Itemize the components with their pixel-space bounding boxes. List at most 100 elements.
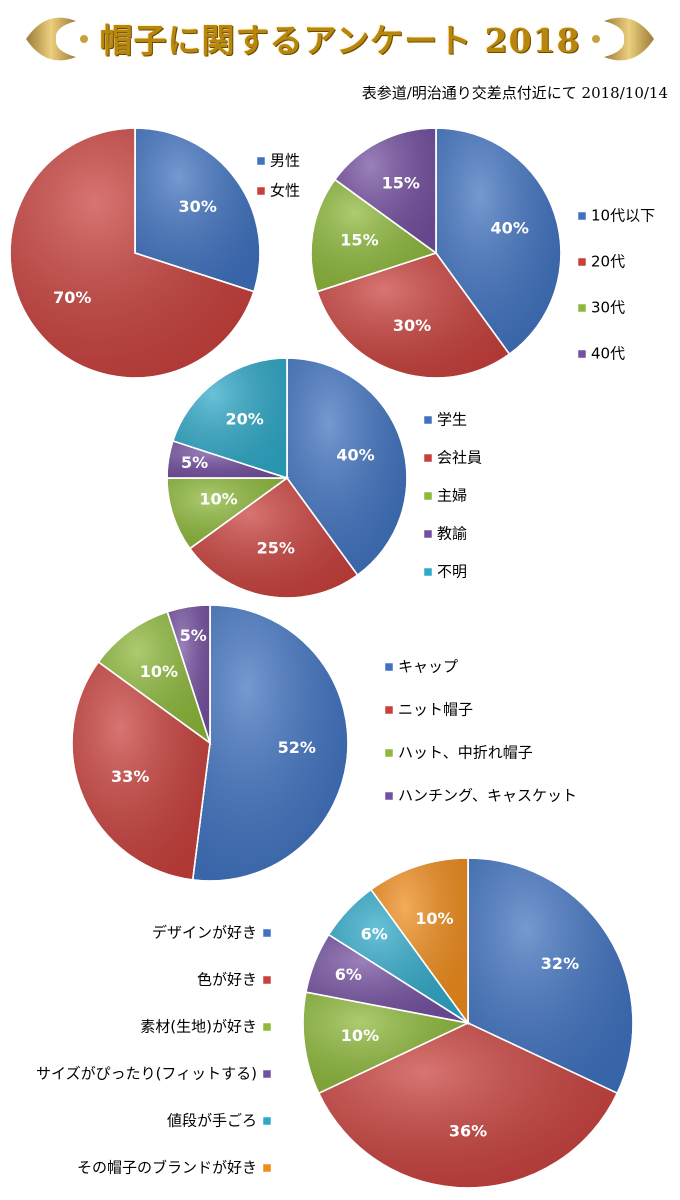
legend-label: サイズがぴったり(フィットする) <box>36 1065 257 1083</box>
pie-value-label: 30% <box>393 316 431 335</box>
banner-ornament <box>26 11 654 67</box>
pie-slice-shading <box>171 357 288 480</box>
legend-swatch <box>262 975 272 985</box>
legend-item: ハット、中折れ帽子 <box>384 744 533 762</box>
legend-item: デザインが好き <box>152 924 272 942</box>
legend-swatch <box>262 1163 272 1173</box>
legend-label: 主婦 <box>437 487 467 505</box>
legend-swatch <box>262 1022 272 1032</box>
pie-slice-shading <box>467 857 634 1095</box>
pie-slice-shading <box>317 1022 619 1189</box>
legend-swatch <box>577 211 587 221</box>
legend-item: 主婦 <box>423 487 467 505</box>
hat-type-pie-chart: 52% 33% 10%5% キャップニット帽子ハット、中折れ帽子ハンチング、キャスケッ… <box>71 604 577 882</box>
legend-item: 20代 <box>577 253 625 271</box>
legend-swatch <box>256 186 266 196</box>
legend-item: 女性 <box>256 182 300 200</box>
legend-label: 女性 <box>270 182 300 200</box>
legend-label: 会社員 <box>437 449 482 467</box>
legend-item: 教諭 <box>423 525 467 543</box>
pie-slice-shading <box>134 127 261 293</box>
legend-item: 学生 <box>423 411 467 429</box>
pie-slice-shading <box>97 610 212 745</box>
legend-item: その帽子のブランドが好き <box>77 1159 272 1177</box>
pie-value-label: 70% <box>53 288 91 307</box>
pie-value-label: 40% <box>491 219 529 238</box>
pie-value-label: 36% <box>449 1121 487 1140</box>
pie-value-label: 15% <box>340 230 378 249</box>
pie-slice-shading <box>166 477 290 550</box>
pie-value-label: 15% <box>382 173 420 192</box>
legend-label: 20代 <box>591 253 625 271</box>
legend-swatch <box>262 1116 272 1126</box>
pie-slice-shading <box>369 857 469 1026</box>
legend-swatch <box>262 1069 272 1079</box>
page-title: 帽子に関するアンケート 2018 <box>99 21 581 60</box>
pie-slice-shading <box>316 252 511 379</box>
legend-label: 40代 <box>591 345 625 363</box>
pie-slice-shading <box>333 127 437 255</box>
pie-slice-shading <box>286 357 408 577</box>
legend-swatch <box>256 156 266 166</box>
legend-label: その帽子のブランドが好き <box>77 1159 257 1177</box>
legend-item: 会社員 <box>423 449 482 467</box>
legend-item: 男性 <box>256 152 300 170</box>
legend-label: 不明 <box>437 563 467 581</box>
legend-item: キャップ <box>384 658 458 676</box>
pie-slice-shading <box>310 178 438 293</box>
pie-value-label: 10% <box>341 1026 379 1045</box>
legend-item: 不明 <box>423 563 467 581</box>
pie-value-label: 40% <box>336 445 374 464</box>
legend-item: ハンチング、キャスケット <box>384 787 577 805</box>
legend-label: 10代以下 <box>591 207 655 225</box>
legend-swatch <box>423 415 433 425</box>
legend-item: サイズがぴったり(フィットする) <box>36 1065 272 1083</box>
legend-label: 男性 <box>270 152 300 170</box>
legend-label: ハンチング、キャスケット <box>398 787 577 805</box>
legend-swatch <box>423 529 433 539</box>
legend-swatch <box>384 662 394 672</box>
legend-item: 30代 <box>577 299 625 317</box>
pie-value-label: 32% <box>541 954 579 973</box>
legend-item: ニット帽子 <box>384 701 473 719</box>
pie-value-label: 10% <box>415 909 453 928</box>
pie-slice-shading <box>302 991 471 1095</box>
pie-value-label: 52% <box>278 738 316 757</box>
legend-item: 40代 <box>577 345 625 363</box>
legend-label: ニット帽子 <box>398 701 473 719</box>
age-pie-chart: 40% 30% 15% 15% 10代以下 20代 30代 40代 <box>310 127 655 379</box>
pie-value-label: 30% <box>179 197 217 216</box>
legend-swatch <box>262 928 272 938</box>
pie-value-label: 6% <box>361 924 388 943</box>
legend-label: 色が好き <box>197 971 257 989</box>
survey-location-date: 表参道/明治通り交差点付近にて 2018/10/14 <box>361 84 668 102</box>
legend-swatch <box>384 705 394 715</box>
reason-pie-chart: 32% 36% 10% 6% 6% 10% デザインが好き色が好き素材(生地)が好きサイズが… <box>36 857 634 1189</box>
pie-value-label: 33% <box>111 767 149 786</box>
pie-slice-shading <box>188 476 359 599</box>
legend-item: 素材(生地)が好き <box>140 1018 272 1036</box>
title-banner <box>18 4 662 74</box>
pie-value-label: 6% <box>335 965 362 984</box>
legend-label: デザインが好き <box>152 924 257 942</box>
pie-slice-shading <box>166 604 211 744</box>
pie-slice-shading <box>9 127 255 379</box>
legend-label: キャップ <box>398 658 458 676</box>
pie-value-label: 25% <box>257 539 295 558</box>
legend-label: 素材(生地)が好き <box>140 1018 257 1036</box>
legend-label: 値段が手ごろ <box>167 1112 257 1130</box>
legend-label: 学生 <box>437 411 467 429</box>
pie-slice-shading <box>435 127 562 356</box>
legend-swatch <box>577 257 587 267</box>
legend-item: 色が好き <box>197 971 272 989</box>
pie-value-label: 10% <box>140 662 178 681</box>
legend-swatch <box>423 491 433 501</box>
legend-swatch <box>577 303 587 313</box>
pie-slice-shading <box>191 604 349 882</box>
pie-value-label: 5% <box>181 453 208 472</box>
legend-label: 教諭 <box>437 525 467 543</box>
legend-item: 10代以下 <box>577 207 655 225</box>
